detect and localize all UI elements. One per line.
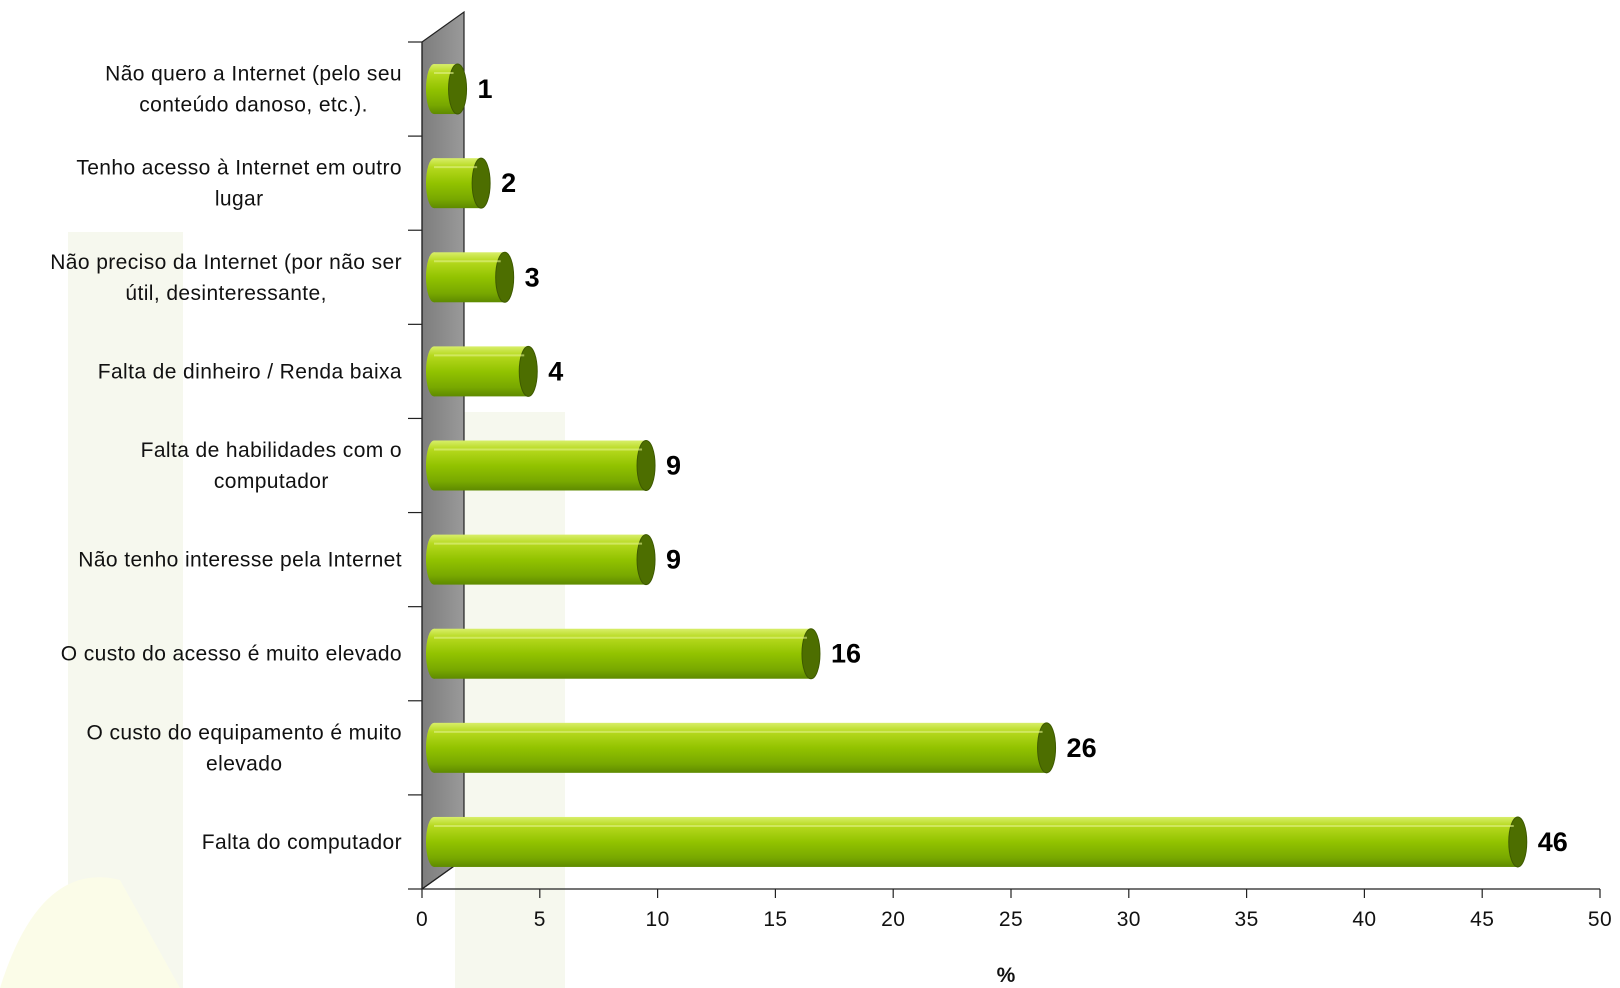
bar-body <box>434 628 811 679</box>
bar-end-cap <box>1508 816 1528 868</box>
category-label: conteúdo danoso, etc.). <box>139 94 368 117</box>
category-label: computador <box>214 470 329 493</box>
bar-start-cap <box>426 628 442 679</box>
data-label: 26 <box>1067 733 1097 763</box>
bar-body <box>434 252 505 303</box>
chart-axes <box>408 41 1601 898</box>
bar-start-cap <box>426 64 442 115</box>
category-label: Não quero a Internet (pelo seu <box>105 63 402 86</box>
bar-end-cap <box>801 628 821 680</box>
x-tick-label: 20 <box>881 908 905 931</box>
x-tick-label: 10 <box>646 908 670 931</box>
category-label: lugar <box>215 188 264 211</box>
x-tick-label: 30 <box>1117 908 1141 931</box>
watermark-shape <box>0 877 180 988</box>
category-label: Não tenho interesse pela Internet <box>78 549 402 572</box>
bar <box>426 345 538 397</box>
data-label: 16 <box>831 639 861 669</box>
x-axis-title: % <box>997 964 1016 987</box>
x-tick-label: 25 <box>999 908 1023 931</box>
bar <box>426 534 656 586</box>
category-label: O custo do acesso é muito elevado <box>61 643 402 666</box>
category-label: Falta de habilidades com o <box>141 439 402 462</box>
category-label: Falta do computador <box>202 831 402 854</box>
watermark-shape <box>455 412 565 988</box>
bar-end-cap <box>448 63 468 115</box>
chart-bars <box>426 63 1528 868</box>
bar-start-cap <box>426 722 442 773</box>
x-tick-label: 50 <box>1588 908 1612 931</box>
data-label: 4 <box>548 356 563 386</box>
bar-start-cap <box>426 816 442 867</box>
bar-end-cap <box>518 345 538 397</box>
bar-end-cap <box>471 157 491 209</box>
category-label: Falta de dinheiro / Renda baixa <box>98 360 402 383</box>
category-label: Não preciso da Internet (por não ser <box>50 251 402 274</box>
category-label: O custo do equipamento é muito <box>86 721 402 744</box>
category-label: elevado <box>206 752 282 775</box>
x-tick-label: 5 <box>534 908 546 931</box>
data-label: 1 <box>478 74 493 104</box>
category-label: Tenho acesso à Internet em outro <box>76 157 402 180</box>
bar-body <box>434 440 647 491</box>
chart-labels: 0 5 10 15 20 25 30 35 40 45 50% 1 Não quero a Intern… <box>50 63 1612 987</box>
x-tick-label: 35 <box>1235 908 1259 931</box>
data-label: 9 <box>666 451 681 481</box>
data-label: 3 <box>525 262 540 292</box>
bar-start-cap <box>426 346 442 397</box>
bar <box>426 440 656 491</box>
bar-body <box>434 534 647 585</box>
bar-start-cap <box>426 252 442 303</box>
bar <box>426 816 1528 868</box>
bar-end-cap <box>1037 722 1057 774</box>
bar-end-cap <box>495 251 515 303</box>
bar-end-cap <box>636 440 656 491</box>
x-tick-label: 15 <box>763 908 787 931</box>
bar <box>426 628 821 680</box>
bar-start-cap <box>426 440 442 491</box>
bar-body <box>434 722 1047 773</box>
bar <box>426 722 1057 774</box>
bar-body <box>434 816 1518 867</box>
bar-body <box>434 346 529 397</box>
bar-end-cap <box>636 534 656 586</box>
bar-start-cap <box>426 534 442 585</box>
bar <box>426 63 468 115</box>
bar <box>426 251 515 303</box>
category-label: útil, desinteressante, <box>125 282 326 305</box>
data-label: 9 <box>666 545 681 575</box>
x-tick-label: 0 <box>416 908 428 931</box>
data-label: 2 <box>501 168 516 198</box>
data-label: 46 <box>1538 827 1568 857</box>
watermark-shape <box>68 232 183 988</box>
bar <box>426 157 491 209</box>
bar-start-cap <box>426 158 442 209</box>
background-watermark <box>0 232 565 988</box>
x-tick-label: 45 <box>1470 908 1494 931</box>
x-tick-label: 40 <box>1352 908 1376 931</box>
